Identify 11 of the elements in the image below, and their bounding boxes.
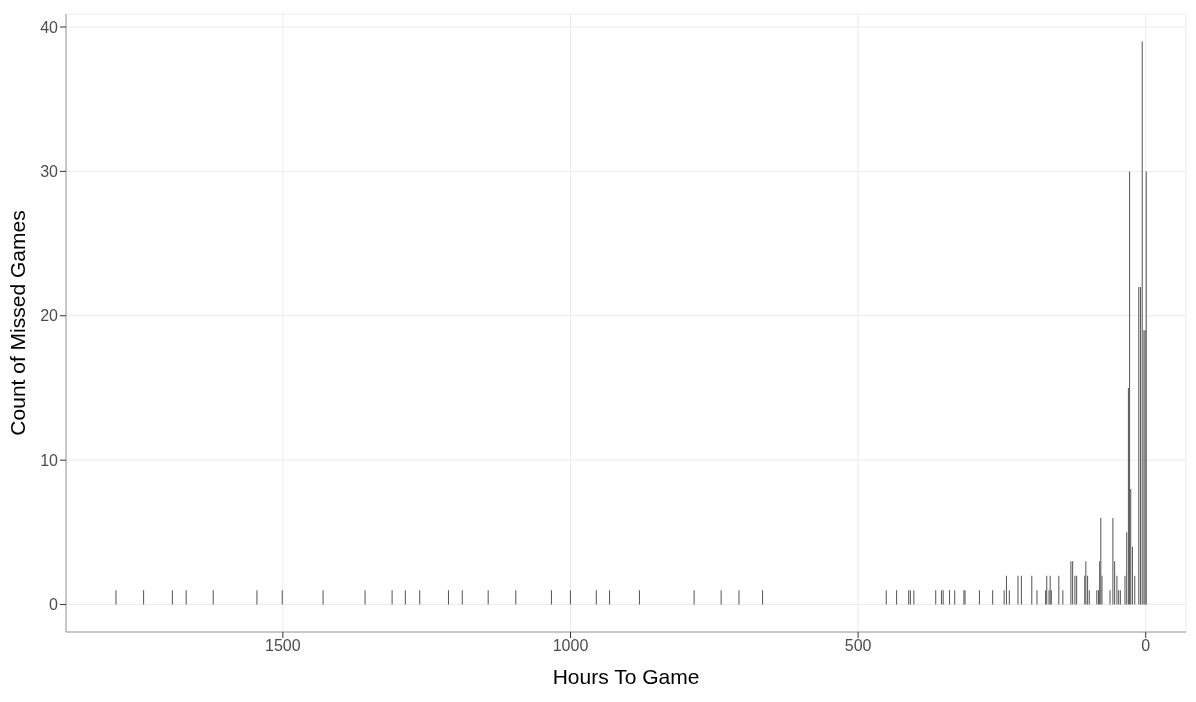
- y-tick-label: 10: [40, 451, 59, 469]
- y-tick-label: 0: [49, 596, 59, 614]
- y-tick-label: 40: [40, 18, 59, 36]
- x-tick-label: 1500: [265, 637, 301, 655]
- y-tick-label: 20: [40, 307, 59, 325]
- x-axis-title: Hours To Game: [552, 665, 700, 688]
- y-axis-title: Count of Missed Games: [6, 210, 30, 436]
- x-tick-label: 500: [844, 637, 872, 655]
- y-tick-label: 30: [40, 163, 59, 181]
- x-tick-label: 1000: [552, 637, 589, 655]
- x-tick-label: 0: [1141, 637, 1151, 655]
